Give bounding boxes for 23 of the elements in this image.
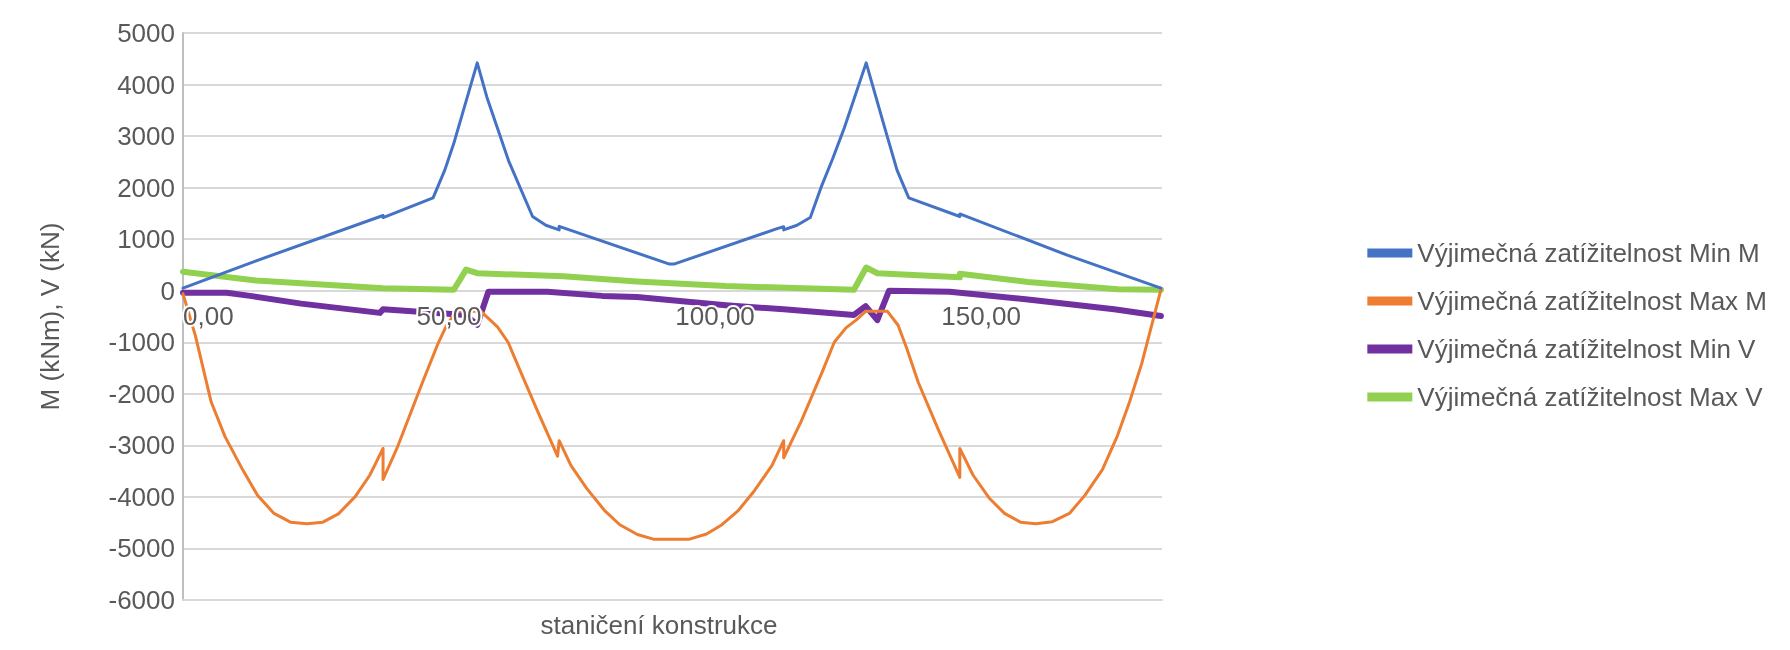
x-tick-label: 150,00: [941, 300, 1021, 331]
y-tick-label: -3000: [108, 430, 175, 461]
y-tick-label: -6000: [108, 585, 175, 615]
y-tick-label: 4000: [117, 69, 175, 100]
legend-label: Výjimečná zatížitelnost Max V: [1417, 382, 1764, 412]
line-series: [181, 61, 1163, 290]
y-axis-title: M (kNm), V (kN): [35, 222, 65, 411]
x-tick-label: 100,00: [675, 300, 755, 331]
x-axis-title: staničení konstrukce: [540, 610, 778, 640]
x-tick-label: 50,00: [416, 300, 482, 331]
y-tick-label: 3000: [117, 121, 175, 152]
y-tick-label: -2000: [108, 378, 175, 409]
legend-label: Výjimečná zatížitelnost Min V: [1417, 334, 1757, 364]
y-tick-label: -4000: [108, 481, 175, 512]
line-series: [181, 288, 1163, 541]
y-tick-label: 1000: [117, 224, 175, 255]
y-tick-label: 2000: [117, 172, 175, 203]
y-tick-label: 5000: [117, 18, 175, 48]
y-tick-label: -1000: [108, 327, 175, 358]
legend-label: Výjimečná zatížitelnost Min M: [1417, 238, 1760, 268]
y-tick-label: -5000: [108, 533, 175, 564]
legend-label: Výjimečná zatížitelnost Max M: [1417, 286, 1767, 316]
y-tick-label: 0: [160, 275, 175, 306]
